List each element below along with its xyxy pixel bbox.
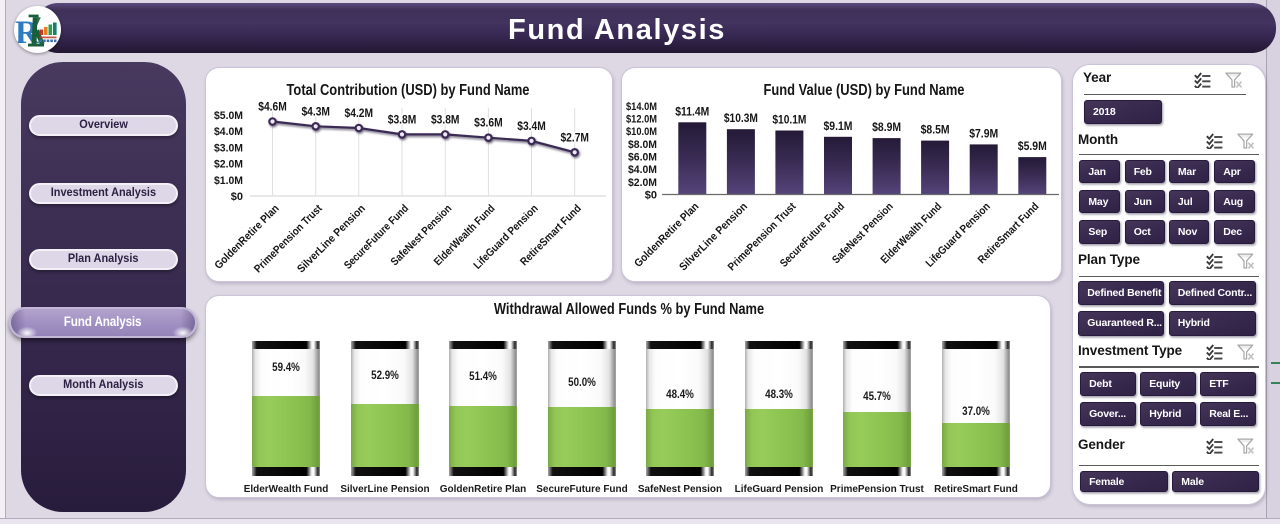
svg-text:$4.6M: $4.6M <box>258 100 287 114</box>
svg-text:$5.9M: $5.9M <box>1018 139 1047 153</box>
svg-text:$5.0M: $5.0M <box>214 110 243 122</box>
svg-text:$7.9M: $7.9M <box>969 126 998 140</box>
svg-text:$2.0M: $2.0M <box>214 159 243 171</box>
svg-text:$4.3M: $4.3M <box>301 104 330 118</box>
svg-text:$2.0M: $2.0M <box>628 177 657 189</box>
svg-text:$9.1M: $9.1M <box>824 119 853 133</box>
svg-text:$12.0M: $12.0M <box>626 114 657 126</box>
svg-text:$3.4M: $3.4M <box>517 119 546 133</box>
svg-text:$4.0M: $4.0M <box>628 164 657 176</box>
svg-text:$3.8M: $3.8M <box>388 112 417 126</box>
svg-text:$6.0M: $6.0M <box>628 152 657 164</box>
svg-text:$8.0M: $8.0M <box>628 139 657 151</box>
svg-text:$2.7M: $2.7M <box>560 130 589 144</box>
svg-text:$8.9M: $8.9M <box>872 120 901 134</box>
svg-text:$3.6M: $3.6M <box>474 116 503 130</box>
svg-text:$3.8M: $3.8M <box>431 112 460 126</box>
svg-text:$10.1M: $10.1M <box>772 113 806 127</box>
svg-text:$4.0M: $4.0M <box>214 126 243 138</box>
svg-text:$11.4M: $11.4M <box>675 104 709 118</box>
svg-text:$14.0M: $14.0M <box>626 101 657 113</box>
svg-text:Total Contribution (USD) by Fu: Total Contribution (USD) by Fund Name <box>287 82 530 99</box>
svg-text:$10.3M: $10.3M <box>724 111 758 125</box>
svg-text:$1.0M: $1.0M <box>214 175 243 187</box>
svg-text:Fund Value (USD) by Fund Name: Fund Value (USD) by Fund Name <box>764 82 965 99</box>
svg-text:$8.5M: $8.5M <box>921 123 950 137</box>
svg-text:$4.2M: $4.2M <box>345 106 374 120</box>
svg-text:$0: $0 <box>231 191 243 203</box>
svg-text:$10.0M: $10.0M <box>626 126 657 138</box>
svg-text:$3.0M: $3.0M <box>214 142 243 154</box>
svg-text:$0: $0 <box>645 190 657 202</box>
